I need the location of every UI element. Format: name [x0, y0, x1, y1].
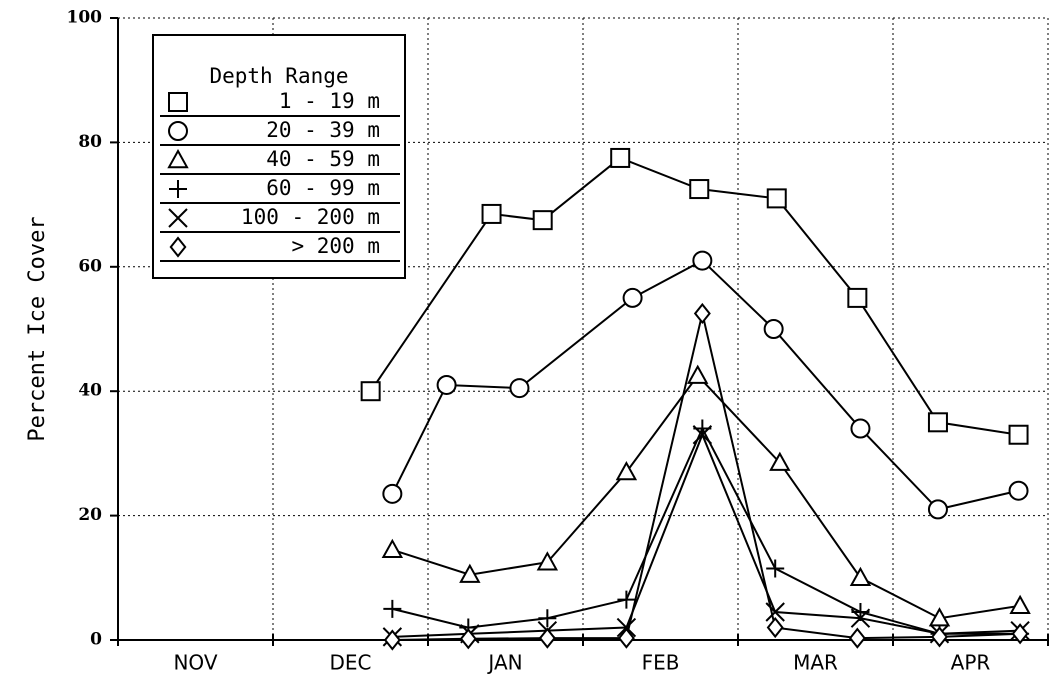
marker-triangle — [1009, 594, 1031, 614]
marker-triangle — [459, 563, 481, 583]
marker-plus — [383, 599, 402, 618]
marker-cross — [850, 608, 871, 628]
legend-label: 100 - 200 m — [241, 205, 380, 229]
legend-label: 1 - 19 m — [279, 89, 380, 113]
marker-diamond — [693, 302, 711, 325]
series-line — [392, 313, 1021, 641]
marker-circle — [382, 483, 403, 504]
y-tick-label: 0 — [90, 630, 102, 650]
series-line — [392, 426, 1021, 635]
marker-diamond — [383, 629, 401, 651]
marker-cross — [692, 425, 713, 445]
x-tick-label: FEB — [642, 651, 680, 675]
marker-triangle — [687, 364, 709, 384]
x-tick-label: NOV — [173, 651, 217, 675]
series-line — [369, 156, 1019, 436]
marker-square — [360, 381, 381, 402]
marker-circle — [692, 250, 713, 271]
marker-circle — [168, 121, 188, 141]
marker-circle — [850, 418, 871, 439]
marker-circle — [509, 378, 530, 399]
marker-square — [610, 147, 631, 168]
marker-triangle — [849, 566, 872, 586]
marker-plus — [169, 180, 187, 198]
marker-diamond — [617, 627, 635, 649]
marker-square — [532, 210, 553, 231]
legend-label: > 200 m — [291, 234, 380, 258]
marker-circle — [763, 319, 784, 339]
marker-square — [481, 203, 502, 224]
y-tick-label: 100 — [67, 8, 103, 28]
marker-square — [766, 188, 787, 209]
marker-triangle — [381, 538, 404, 559]
marker-triangle — [536, 551, 559, 571]
marker-plus — [617, 590, 636, 609]
marker-square — [847, 287, 868, 308]
y-tick-label: 40 — [78, 381, 102, 401]
marker-triangle — [615, 461, 638, 481]
marker-plus — [766, 559, 785, 578]
legend-label: 60 - 99 m — [266, 176, 380, 200]
plot-area — [110, 17, 1049, 651]
marker-diamond — [538, 627, 556, 649]
y-axis-label: Percent Ice Cover — [25, 216, 50, 441]
marker-diamond — [848, 627, 866, 649]
marker-circle — [927, 499, 948, 520]
y-tick-label: 20 — [78, 505, 102, 525]
marker-plus — [538, 609, 557, 628]
marker-diamond — [766, 616, 784, 639]
marker-diamond — [931, 626, 948, 648]
marker-diamond — [169, 236, 187, 258]
marker-diamond — [459, 628, 477, 650]
marker-diamond — [1011, 623, 1029, 645]
y-tick-label: 60 — [78, 256, 102, 276]
legend-label: 40 - 59 m — [266, 147, 380, 171]
marker-square — [927, 412, 948, 433]
legend-box — [152, 34, 406, 279]
series-line — [392, 432, 1021, 638]
x-tick-label: JAN — [486, 651, 522, 675]
marker-square — [168, 92, 188, 112]
y-tick-label: 80 — [78, 132, 102, 152]
marker-circle — [622, 287, 643, 308]
marker-triangle — [167, 148, 189, 169]
x-tick-label: MAR — [793, 651, 838, 675]
legend-label: 20 - 39 m — [266, 118, 380, 142]
marker-square — [1008, 424, 1029, 445]
x-tick-label: DEC — [329, 651, 371, 675]
marker-square — [689, 179, 710, 200]
marker-cross — [168, 208, 188, 228]
marker-triangle — [769, 451, 791, 471]
marker-circle — [1008, 480, 1029, 501]
legend-title: Depth Range — [209, 64, 348, 88]
marker-circle — [436, 374, 457, 395]
x-tick-label: APR — [951, 651, 991, 675]
